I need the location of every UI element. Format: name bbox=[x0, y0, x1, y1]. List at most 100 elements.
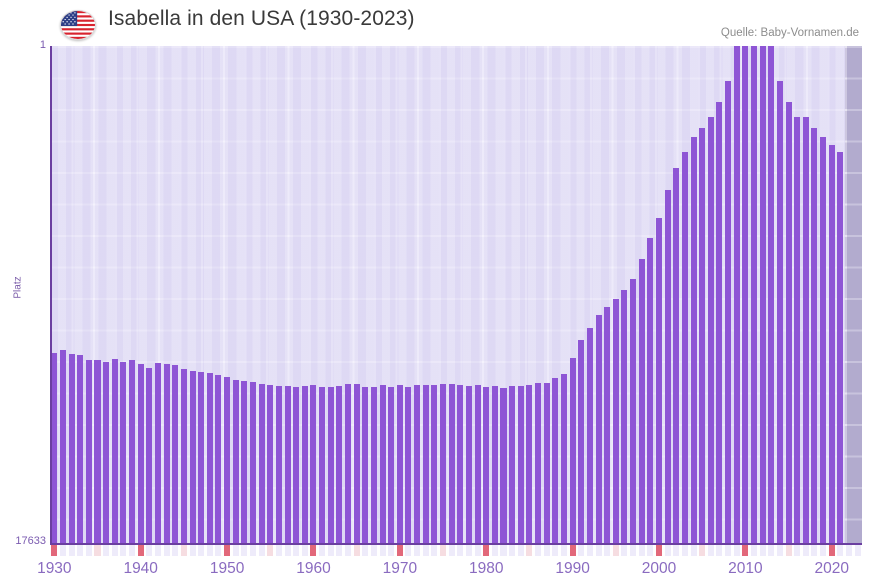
bar[interactable] bbox=[681, 151, 688, 544]
bar[interactable] bbox=[120, 362, 127, 544]
bar[interactable] bbox=[224, 377, 231, 544]
bar[interactable] bbox=[457, 385, 464, 544]
bar[interactable] bbox=[310, 385, 317, 544]
bar[interactable] bbox=[820, 137, 827, 544]
bar[interactable] bbox=[802, 116, 809, 544]
bar[interactable] bbox=[396, 385, 403, 544]
bar[interactable] bbox=[612, 298, 619, 544]
bar[interactable] bbox=[198, 371, 205, 544]
bar[interactable] bbox=[51, 353, 58, 544]
source-attribution: Quelle: Baby-Vornamen.de bbox=[720, 27, 859, 39]
bar[interactable] bbox=[59, 350, 66, 544]
bar[interactable] bbox=[241, 380, 248, 544]
bar[interactable] bbox=[353, 383, 360, 544]
bar[interactable] bbox=[362, 387, 369, 544]
bar[interactable] bbox=[405, 386, 412, 544]
bar[interactable] bbox=[215, 374, 222, 544]
bar[interactable] bbox=[154, 362, 161, 544]
bar[interactable] bbox=[828, 145, 835, 544]
bar[interactable] bbox=[465, 385, 472, 544]
bar[interactable] bbox=[258, 383, 265, 544]
bar[interactable] bbox=[733, 46, 740, 544]
bar[interactable] bbox=[500, 387, 507, 544]
bar[interactable] bbox=[526, 385, 533, 544]
bar[interactable] bbox=[811, 127, 818, 544]
bar[interactable] bbox=[68, 354, 75, 544]
bar[interactable] bbox=[716, 101, 723, 544]
bar[interactable] bbox=[604, 306, 611, 544]
bar[interactable] bbox=[483, 386, 490, 544]
bar[interactable] bbox=[768, 46, 775, 544]
bar[interactable] bbox=[267, 384, 274, 544]
bar[interactable] bbox=[491, 385, 498, 544]
bar[interactable] bbox=[474, 385, 481, 544]
bar[interactable] bbox=[180, 368, 187, 544]
bar[interactable] bbox=[85, 359, 92, 544]
bar[interactable] bbox=[707, 116, 714, 544]
bar[interactable] bbox=[327, 387, 334, 544]
bar[interactable] bbox=[137, 364, 144, 544]
bar[interactable] bbox=[655, 217, 662, 544]
bar[interactable] bbox=[284, 386, 291, 544]
bar[interactable] bbox=[759, 46, 766, 544]
bar[interactable] bbox=[172, 364, 179, 544]
bar[interactable] bbox=[249, 382, 256, 544]
bar[interactable] bbox=[552, 377, 559, 544]
bar[interactable] bbox=[448, 383, 455, 544]
bar[interactable] bbox=[509, 386, 516, 544]
bar[interactable] bbox=[336, 386, 343, 544]
bar[interactable] bbox=[370, 386, 377, 544]
bar[interactable] bbox=[794, 116, 801, 544]
x-tick-mark bbox=[759, 545, 766, 556]
bar[interactable] bbox=[388, 386, 395, 544]
bar[interactable] bbox=[344, 384, 352, 544]
bar[interactable] bbox=[690, 137, 697, 544]
x-tick-mark bbox=[828, 545, 835, 556]
bar[interactable] bbox=[163, 364, 170, 544]
bar[interactable] bbox=[725, 81, 732, 544]
x-tick-mark bbox=[586, 545, 593, 556]
bar[interactable] bbox=[129, 359, 136, 544]
bar[interactable] bbox=[647, 237, 654, 544]
bar[interactable] bbox=[319, 386, 326, 544]
bar[interactable] bbox=[301, 386, 308, 544]
bar[interactable] bbox=[569, 357, 576, 544]
bar[interactable] bbox=[206, 372, 213, 544]
x-tick-mark bbox=[353, 545, 360, 556]
bar[interactable] bbox=[94, 360, 101, 544]
bar[interactable] bbox=[189, 370, 196, 544]
bar[interactable] bbox=[621, 290, 628, 544]
bar[interactable] bbox=[750, 46, 758, 544]
bar[interactable] bbox=[535, 383, 542, 544]
x-tick-mark bbox=[517, 545, 524, 556]
bar[interactable] bbox=[77, 354, 84, 544]
bar[interactable] bbox=[111, 358, 118, 544]
bar[interactable] bbox=[664, 190, 671, 544]
x-tick-mark bbox=[284, 545, 291, 556]
bar[interactable] bbox=[638, 259, 645, 544]
bar[interactable] bbox=[146, 367, 153, 544]
bar[interactable] bbox=[837, 151, 844, 544]
bar[interactable] bbox=[440, 384, 447, 544]
bar[interactable] bbox=[232, 380, 239, 544]
bar[interactable] bbox=[560, 373, 567, 544]
x-tick-mark bbox=[344, 545, 352, 556]
bar[interactable] bbox=[578, 340, 585, 544]
bar[interactable] bbox=[630, 279, 637, 544]
bar[interactable] bbox=[742, 46, 749, 544]
bar[interactable] bbox=[517, 385, 524, 544]
bar[interactable] bbox=[586, 327, 593, 544]
bar[interactable] bbox=[422, 385, 429, 544]
bar[interactable] bbox=[699, 127, 706, 544]
bar[interactable] bbox=[543, 383, 550, 544]
bar[interactable] bbox=[595, 314, 602, 544]
bar[interactable] bbox=[776, 81, 783, 544]
bar[interactable] bbox=[414, 385, 421, 544]
bar[interactable] bbox=[293, 387, 300, 544]
bar[interactable] bbox=[673, 168, 680, 544]
bar[interactable] bbox=[431, 384, 438, 544]
bar[interactable] bbox=[379, 385, 386, 544]
bar[interactable] bbox=[785, 101, 792, 544]
bar[interactable] bbox=[103, 362, 110, 544]
bar[interactable] bbox=[275, 385, 282, 544]
